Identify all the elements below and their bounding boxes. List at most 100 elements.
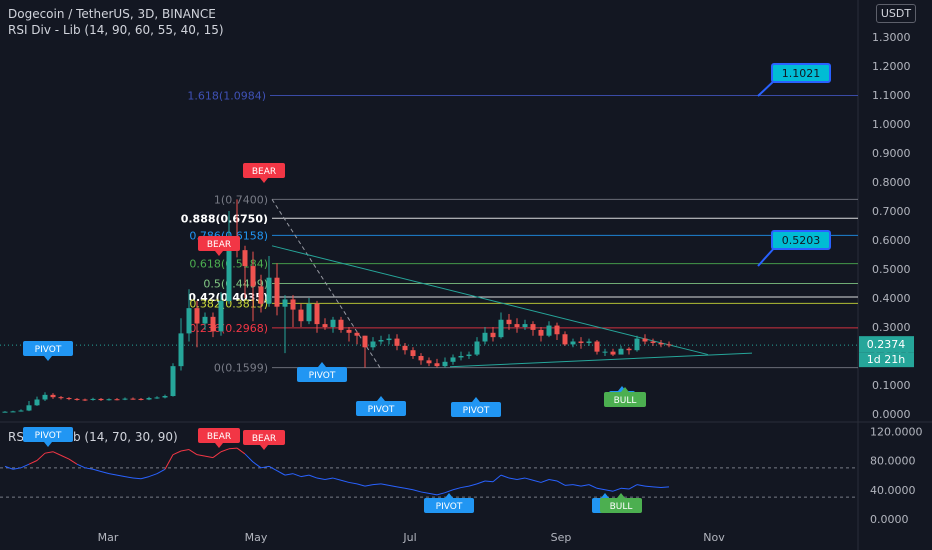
indicator-legend[interactable]: RSI Div - Lib (14, 90, 60, 55, 40, 15)	[8, 23, 224, 37]
pivot-marker: PIVOT	[424, 493, 474, 513]
candle	[258, 286, 264, 304]
rsi-line-segment	[44, 451, 54, 454]
rsi-line-segment	[316, 477, 326, 481]
marker-label: PIVOT	[368, 405, 395, 415]
rsi-line-segment	[148, 473, 158, 478]
rsi-line-segment	[628, 484, 638, 490]
bear-marker: BEAR	[243, 430, 285, 450]
candle	[194, 308, 200, 324]
candle	[610, 351, 616, 355]
candle	[122, 398, 128, 400]
price-callout-label: 1.1021	[782, 67, 821, 80]
rsi-line-segment	[12, 467, 22, 470]
candle	[642, 338, 648, 342]
candle	[114, 399, 120, 401]
rsi-line-segment	[588, 484, 598, 489]
rsi-line-segment	[212, 451, 222, 458]
rsi-line-segment	[660, 486, 670, 489]
candle	[82, 399, 88, 401]
rsi-line-segment	[436, 492, 446, 496]
candle	[210, 316, 216, 332]
candle	[530, 324, 536, 330]
rsi-line-segment	[620, 487, 630, 490]
candle	[226, 247, 232, 301]
candle	[354, 332, 360, 336]
rsi-line-segment	[180, 449, 190, 452]
rsi-line-segment	[476, 480, 486, 485]
candle	[74, 398, 80, 400]
currency-button[interactable]: USDT	[876, 4, 916, 23]
candle	[562, 334, 568, 345]
rsi-line-segment	[612, 487, 622, 492]
pivot-marker: PIVOT	[297, 362, 347, 382]
pivot-marker: PIVOT	[23, 427, 73, 447]
pivot-marker: PIVOT	[23, 341, 73, 361]
candle	[434, 363, 440, 367]
rsi-line-segment	[604, 489, 614, 492]
candle	[170, 366, 176, 397]
candle	[26, 405, 32, 411]
rsi-line-segment	[108, 473, 118, 476]
rsi-line-segment	[492, 474, 502, 483]
bear-marker: BEAR	[243, 163, 285, 183]
candle	[42, 394, 48, 400]
candle	[282, 299, 288, 307]
rsi-line-segment	[364, 484, 374, 487]
time-axis-tick: May	[245, 531, 268, 544]
candle	[554, 325, 560, 335]
price-callout-box	[771, 230, 831, 250]
candle	[274, 277, 280, 307]
rsi-line-segment	[412, 489, 422, 493]
candle	[202, 316, 208, 324]
rsi-line-segment	[76, 463, 86, 469]
price-axis-tick: 1.0000	[872, 118, 911, 131]
countdown-label	[859, 352, 914, 368]
time-axis-tick: Mar	[98, 531, 119, 544]
candle	[482, 332, 488, 342]
rsi-line-segment	[508, 477, 518, 481]
rsi-line-segment	[100, 470, 110, 475]
candle	[418, 356, 424, 361]
current-price-value: 0.2374	[867, 338, 906, 351]
marker-label: BEAR	[252, 167, 276, 177]
candle	[298, 309, 304, 322]
candle	[290, 299, 296, 310]
time-axis-tick: Jul	[402, 531, 416, 544]
countdown-value: 1d 21h	[867, 353, 905, 366]
marker-label: PIVOT	[35, 431, 62, 441]
rsi-line-segment	[92, 468, 102, 472]
marker-label: PIVOT	[35, 345, 62, 355]
candle	[490, 332, 496, 338]
candle	[322, 324, 328, 327]
price-callout-box	[771, 63, 831, 83]
rsi-line-segment	[156, 468, 166, 475]
candle	[218, 300, 224, 332]
rsi-line-segment	[596, 487, 606, 491]
rsi-line-segment	[548, 479, 558, 482]
price-axis-tick: 1.2000	[872, 60, 911, 73]
candle	[90, 398, 96, 400]
rsi-line-segment	[220, 448, 230, 453]
rsi-line-segment	[84, 467, 94, 470]
candle	[98, 398, 104, 401]
rsi-line-segment	[188, 449, 198, 456]
candle	[458, 356, 464, 358]
candle	[330, 319, 336, 327]
fib-trend-line	[271, 199, 381, 368]
rsi-line-segment	[404, 487, 414, 491]
rsi-line-segment	[380, 483, 390, 486]
fib-level-label: 0.382(0.3815)	[189, 297, 268, 310]
candle	[2, 411, 8, 413]
rsi-line-segment	[4, 465, 14, 470]
candle	[658, 342, 664, 345]
rsi-line-segment	[60, 454, 70, 460]
rsi-line-segment	[68, 458, 78, 465]
time-axis-tick: Sep	[551, 531, 572, 544]
rsi-line-segment	[452, 487, 462, 491]
rsi-line-segment	[564, 484, 574, 486]
candle	[250, 266, 256, 287]
price-axis-tick: 0.0000	[872, 408, 911, 421]
rsi-line-segment	[516, 477, 526, 481]
fib-level-label: 1.618(1.0984)	[187, 89, 266, 102]
